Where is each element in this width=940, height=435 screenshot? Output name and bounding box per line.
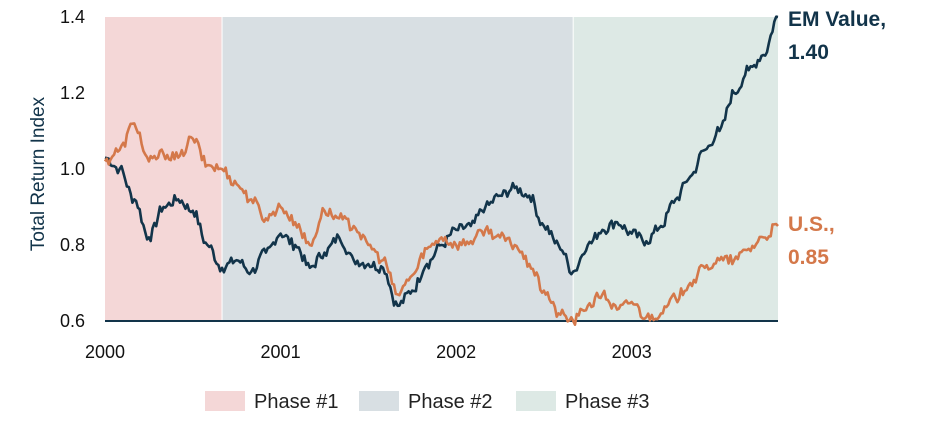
phase-band-phase-1	[105, 17, 223, 321]
phase-band-phase-2	[222, 17, 574, 321]
x-tick-label: 2002	[436, 342, 476, 362]
end-label-u-s: 0.85	[788, 246, 829, 269]
end-label-em-value: EM Value,	[788, 8, 886, 31]
legend: Phase #1 Phase #2 Phase #3	[205, 391, 650, 413]
legend-swatch-phase-1	[205, 391, 245, 411]
series-lines	[103, 15, 779, 326]
y-tick-label: 1.2	[60, 83, 85, 103]
end-label-u-s: U.S.,	[788, 213, 835, 236]
x-tick-label: 2001	[261, 342, 301, 362]
y-axis-ticks: 0.6 0.8 1.0 1.2 1.4	[60, 7, 85, 331]
y-axis-title: Total Return Index	[28, 96, 49, 251]
legend-label-phase-3: Phase #3	[565, 391, 650, 413]
series-end-labels: EM Value, 1.40 U.S., 0.85	[788, 8, 886, 269]
end-label-em-value: 1.40	[788, 41, 829, 64]
series-line-em-value	[104, 15, 779, 308]
legend-label-phase-2: Phase #2	[408, 391, 493, 413]
x-tick-label: 2003	[612, 342, 652, 362]
legend-label-phase-1: Phase #1	[254, 391, 339, 413]
phase-bands	[105, 17, 778, 321]
legend-swatch-phase-2	[359, 391, 399, 411]
y-tick-label: 1.4	[60, 7, 85, 27]
x-axis-ticks: 2000 2001 2002 2003	[85, 342, 652, 362]
phase-band-phase-3	[573, 17, 778, 321]
x-tick-label: 2000	[85, 342, 125, 362]
y-tick-label: 1.0	[60, 159, 85, 179]
y-tick-label: 0.6	[60, 311, 85, 331]
legend-swatch-phase-3	[516, 391, 556, 411]
y-tick-label: 0.8	[60, 235, 85, 255]
series-line-u-s	[103, 122, 779, 326]
